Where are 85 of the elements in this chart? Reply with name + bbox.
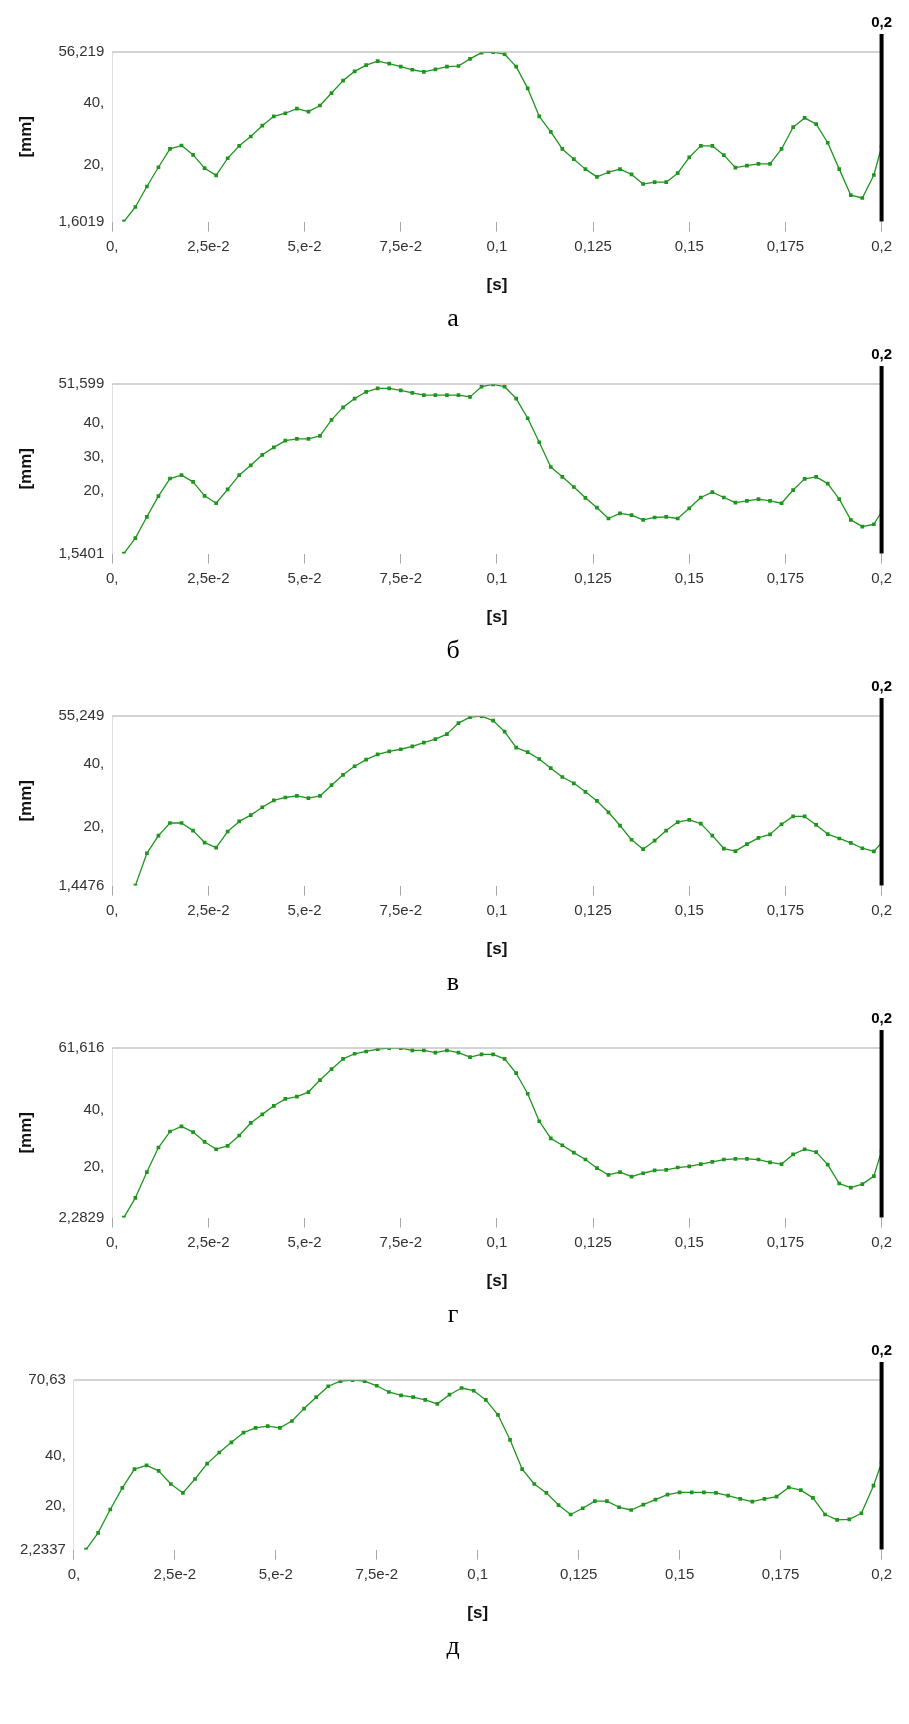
x-tick-label: 0,1: [486, 236, 508, 254]
x-tick-label: 0,175: [766, 236, 805, 254]
x-tick-label: 0,2: [871, 900, 892, 918]
x-axis-title: [s]: [486, 275, 508, 295]
x-axis-title: [s]: [486, 939, 508, 959]
x-tick-label: 0,2: [871, 568, 892, 586]
x-tick-label: 5,e-2: [287, 568, 322, 586]
y-tick-label: 55,249: [58, 706, 105, 724]
x-tick-label: 2,5e-2: [187, 1232, 230, 1250]
x-tick-label: 0,15: [674, 1232, 704, 1250]
ref-line-label: 0,2: [871, 1008, 892, 1026]
x-tick-label: 0,175: [766, 900, 805, 918]
x-tick-label: 0,1: [486, 1232, 508, 1250]
x-tick-label: 5,e-2: [287, 1232, 322, 1250]
x-tick-label: 2,5e-2: [153, 1564, 197, 1582]
x-axis-title: [s]: [486, 1271, 508, 1291]
ref-line-label: 0,2: [871, 12, 892, 30]
x-tick-label: 7,5e-2: [379, 900, 423, 918]
x-tick-label: 5,e-2: [287, 900, 322, 918]
x-axis-title: [s]: [467, 1603, 489, 1623]
y-tick-label: 20,: [83, 1157, 105, 1175]
text: а: [446, 302, 460, 334]
ref-line-label: 0,2: [871, 676, 892, 694]
x-tick-label: 0,: [106, 1232, 119, 1250]
y-tick-label: 30,: [83, 447, 105, 465]
x-tick-label: 2,5e-2: [187, 900, 230, 918]
x-tick-label: 0,15: [665, 1564, 695, 1582]
y-tick-label: 2,2829: [58, 1207, 105, 1225]
y-tick-label: 40,: [83, 413, 105, 431]
x-tick-label: 0,: [106, 236, 119, 254]
x-tick-label: 5,e-2: [287, 236, 322, 254]
y-tick-label: 40,: [83, 92, 105, 110]
y-axis-title: [mm]: [15, 116, 35, 158]
x-tick-label: 0,15: [674, 236, 704, 254]
y-tick-label: 70,63: [28, 1370, 66, 1388]
x-tick-label: 0,2: [871, 1232, 892, 1250]
y-tick-label: 2,2337: [19, 1539, 66, 1557]
x-tick-label: 0,: [106, 900, 119, 918]
x-tick-label: 0,175: [766, 568, 805, 586]
y-tick-label: 20,: [83, 481, 105, 499]
text: г: [446, 1298, 460, 1330]
x-tick-label: 7,5e-2: [379, 568, 423, 586]
y-tick-label: 20,: [45, 1495, 66, 1513]
y-axis-title: [mm]: [15, 780, 35, 822]
x-tick-label: 0,125: [574, 900, 612, 918]
text: в: [445, 966, 461, 998]
y-tick-label: 20,: [83, 817, 105, 835]
y-tick-label: 40,: [83, 754, 105, 772]
y-tick-label: 20,: [83, 154, 105, 172]
y-tick-label: 56,219: [58, 42, 105, 60]
x-tick-label: 0,: [67, 1564, 81, 1582]
x-tick-label: 0,: [106, 568, 119, 586]
x-tick-label: 0,125: [574, 568, 612, 586]
ref-line-label: 0,2: [871, 1340, 892, 1358]
x-tick-label: 0,2: [871, 236, 892, 254]
y-axis-title: [mm]: [15, 1112, 35, 1154]
x-tick-label: 0,1: [486, 568, 508, 586]
y-axis-title: [mm]: [15, 448, 35, 490]
x-tick-label: 0,125: [574, 1232, 612, 1250]
x-tick-label: 2,5e-2: [187, 568, 230, 586]
y-tick-label: 40,: [83, 1099, 105, 1117]
y-tick-label: 40,: [45, 1446, 66, 1464]
x-tick-label: 0,1: [486, 900, 508, 918]
x-tick-label: 7,5e-2: [355, 1564, 399, 1582]
y-tick-label: 61,616: [58, 1038, 105, 1056]
x-tick-label: 0,1: [467, 1564, 489, 1582]
x-tick-label: 7,5e-2: [379, 1232, 423, 1250]
y-tick-label: 51,599: [58, 374, 105, 392]
x-tick-label: 0,175: [761, 1564, 800, 1582]
x-tick-label: 0,15: [674, 568, 704, 586]
y-tick-label: 1,6019: [58, 211, 105, 229]
x-tick-label: 2,5e-2: [187, 236, 230, 254]
x-tick-label: 0,175: [766, 1232, 805, 1250]
y-tick-label: 1,5401: [58, 543, 105, 561]
text: д: [445, 1630, 461, 1662]
x-tick-label: 0,2: [871, 1564, 892, 1582]
text: б: [445, 634, 461, 666]
y-tick-label: 1,4476: [58, 875, 105, 893]
x-tick-label: 0,125: [559, 1564, 598, 1582]
x-tick-label: 5,e-2: [258, 1564, 293, 1582]
x-tick-label: 7,5e-2: [379, 236, 423, 254]
x-axis-title: [s]: [486, 607, 508, 627]
x-tick-label: 0,125: [574, 236, 612, 254]
ref-line-label: 0,2: [871, 344, 892, 362]
x-tick-label: 0,15: [674, 900, 704, 918]
